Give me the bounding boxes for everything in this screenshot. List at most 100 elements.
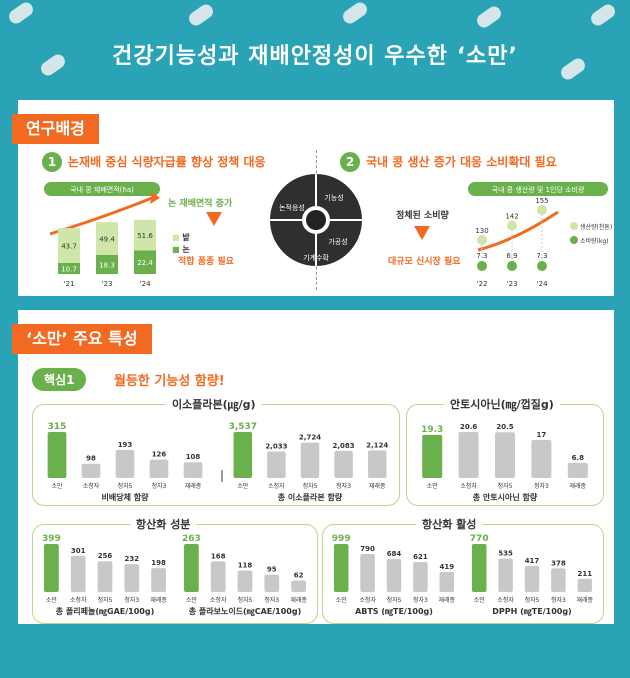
tick-label: 소만	[336, 596, 348, 604]
bar	[97, 561, 113, 592]
tick-label: 청자3	[264, 596, 279, 604]
tick-label: 청자3	[551, 596, 566, 604]
data-label: 790	[360, 545, 375, 553]
production-badge-text: 국내 콩 생산량 및 1인당 소비량	[492, 185, 585, 194]
trend-arrow-head	[150, 192, 160, 204]
tick-label: 소만	[237, 482, 249, 490]
legend-paddy: ■ 논	[172, 245, 190, 254]
bar-paddy	[96, 254, 118, 274]
data-label: 62	[294, 572, 304, 580]
background-panel: 연구배경 1 논재배 중심 식량자급률 향상 정책 대응 2 국내 콩 생산 증가 …	[12, 100, 614, 296]
bar	[333, 544, 349, 592]
arrow-down-icon	[414, 226, 430, 240]
consumption-dot	[537, 261, 547, 271]
axis-label: 총 이소플라본 함량	[278, 492, 343, 502]
features-panel: ‘소만’ 주요 특성 핵심1 월등한 기능성 함량! 이소플라본(㎍/g) 31…	[12, 310, 614, 624]
production-dot	[507, 220, 517, 231]
tick-label: ‘23	[506, 280, 517, 288]
data-label: 621	[413, 553, 428, 561]
wheel-label: 논적응성	[279, 203, 305, 212]
data-label: 108	[186, 453, 201, 461]
left-heading: 1 논재배 중심 식량자급률 향상 정책 대응	[42, 152, 266, 172]
bar	[233, 432, 253, 478]
legend-marker	[570, 222, 578, 230]
data-label: 232	[124, 555, 139, 563]
core-text: 월등한 기능성 함량!	[114, 374, 225, 389]
area-badge-text: 국내 콩 재배면적(ha)	[70, 185, 134, 194]
data-label: 3,537	[229, 422, 257, 432]
data-label: 2,083	[333, 442, 355, 450]
bar	[44, 544, 59, 592]
data-label: 7.3	[476, 252, 487, 260]
data-label: 142	[505, 213, 518, 221]
data-label: 193	[118, 441, 133, 449]
data-label: 118	[238, 561, 253, 569]
tick-label: 청자5	[387, 596, 402, 604]
data-label: 2,033	[265, 443, 287, 451]
legend-label: 소비량(kg)	[580, 237, 609, 245]
data-label: 49.4	[99, 235, 115, 243]
data-label: 17	[537, 431, 547, 439]
section-header: 연구배경	[12, 114, 99, 144]
consumption-dot	[507, 261, 517, 271]
tick-label: 소청자	[83, 482, 100, 490]
axis-label: DPPH (㎎TE/100g)	[492, 607, 571, 617]
production-chart: 국내 콩 생산량 및 1인당 소비량 130 7.3 ‘22 142 6.9 ‘23 155…	[468, 182, 612, 288]
bar	[291, 580, 306, 592]
data-label: 315	[48, 422, 67, 432]
tick-label: ‘22	[476, 280, 487, 288]
production-dot	[477, 235, 487, 245]
tick-label: 소만	[427, 482, 439, 490]
data-label: 2,724	[299, 434, 321, 442]
consumption-dot	[477, 261, 487, 271]
bar	[367, 450, 387, 478]
tick-label: 청자5	[118, 482, 133, 490]
axis-label: 총 플라보노이드(㎎CAE/100g)	[189, 606, 302, 617]
tick-label: 재래종	[185, 482, 202, 490]
axis-label: 총 폴리페놀(㎎GAE/100g)	[56, 606, 154, 617]
data-label: 7.3	[536, 252, 547, 260]
data-label: 378	[551, 559, 566, 567]
peanut-icon	[186, 1, 216, 29]
tick-label: 소만	[51, 482, 63, 490]
tick-label: 재래종	[150, 596, 167, 604]
data-label: 130	[475, 227, 488, 235]
bar	[47, 432, 67, 478]
data-label: 51.6	[137, 232, 153, 240]
peanut-icon	[6, 0, 36, 27]
data-label: 22.4	[137, 259, 153, 267]
data-label: 535	[498, 550, 513, 558]
bar	[439, 571, 455, 592]
tick-label: 소만	[46, 596, 58, 604]
data-label: 419	[439, 563, 454, 571]
bar	[237, 570, 253, 592]
tick-label: 청자5	[525, 596, 540, 604]
area-badge	[44, 182, 160, 196]
tick-label: 청자5	[238, 596, 253, 604]
tick-label: 소청자	[70, 596, 87, 604]
isoflavone-title: 이소플라본(㎍/g)	[166, 396, 262, 412]
data-label: 19.3	[421, 425, 443, 435]
data-label: 43.7	[61, 242, 77, 250]
left-note1: 논 재배면적 증가	[168, 199, 233, 209]
bar-field	[96, 222, 118, 255]
data-label: 126	[152, 451, 167, 459]
bar-paddy	[134, 250, 156, 274]
legend-field: ■ 밭	[172, 233, 190, 242]
axis-label: ABTS (㎎TE/100g)	[355, 607, 433, 617]
area-chart: 국내 콩 재배면적(ha) 10.7 43.7 ‘21 18.3 49.4 ‘23 22.4…	[44, 182, 160, 288]
tick-label: 소청자	[210, 596, 227, 604]
right-heading: 2 국내 콩 생산 증가 대응 소비확대 필요	[340, 152, 557, 172]
data-label: 198	[151, 559, 166, 567]
bar	[300, 442, 320, 478]
tick-label: 소청자	[268, 482, 285, 490]
right-note1: 정체된 소비량	[396, 211, 449, 221]
axis-label: 총 안토시아닌 함량	[473, 492, 538, 502]
data-label: 211	[577, 570, 592, 578]
bar	[567, 462, 588, 478]
bar	[267, 451, 286, 478]
data-label: 6.8	[572, 454, 585, 462]
bar	[494, 432, 516, 478]
arrow-down-icon	[206, 212, 222, 226]
